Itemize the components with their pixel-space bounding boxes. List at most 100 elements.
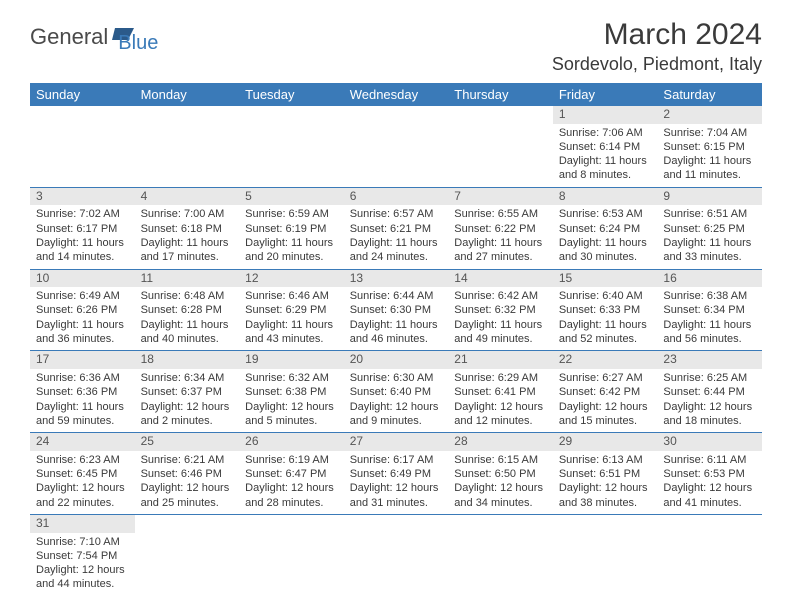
day-body: Sunrise: 6:30 AMSunset: 6:40 PMDaylight:… <box>344 369 449 432</box>
day-number: 15 <box>553 270 658 288</box>
day-number <box>344 106 449 108</box>
daylight-text: Daylight: 12 hours <box>350 400 443 414</box>
sunset-text: Sunset: 6:38 PM <box>245 385 338 399</box>
day-body: Sunrise: 6:57 AMSunset: 6:21 PMDaylight:… <box>344 205 449 268</box>
day-body: Sunrise: 6:48 AMSunset: 6:28 PMDaylight:… <box>135 287 240 350</box>
day-cell: 5Sunrise: 6:59 AMSunset: 6:19 PMDaylight… <box>239 188 344 269</box>
sunset-text: Sunset: 7:54 PM <box>36 549 129 563</box>
daylight-text: Daylight: 12 hours <box>663 400 756 414</box>
daylight-text-cont: and 36 minutes. <box>36 332 129 346</box>
sunset-text: Sunset: 6:50 PM <box>454 467 547 481</box>
sunset-text: Sunset: 6:51 PM <box>559 467 652 481</box>
daylight-text: Daylight: 11 hours <box>663 318 756 332</box>
day-cell: 14Sunrise: 6:42 AMSunset: 6:32 PMDayligh… <box>448 270 553 351</box>
daylight-text: Daylight: 11 hours <box>454 236 547 250</box>
day-cell: 21Sunrise: 6:29 AMSunset: 6:41 PMDayligh… <box>448 351 553 432</box>
day-number: 3 <box>30 188 135 206</box>
day-body: Sunrise: 7:00 AMSunset: 6:18 PMDaylight:… <box>135 205 240 268</box>
daylight-text-cont: and 59 minutes. <box>36 414 129 428</box>
sunset-text: Sunset: 6:17 PM <box>36 222 129 236</box>
daylight-text-cont: and 15 minutes. <box>559 414 652 428</box>
daylight-text-cont: and 33 minutes. <box>663 250 756 264</box>
day-cell <box>657 515 762 596</box>
day-body: Sunrise: 6:38 AMSunset: 6:34 PMDaylight:… <box>657 287 762 350</box>
day-cell: 17Sunrise: 6:36 AMSunset: 6:36 PMDayligh… <box>30 351 135 432</box>
sunrise-text: Sunrise: 6:25 AM <box>663 371 756 385</box>
calendar: SundayMondayTuesdayWednesdayThursdayFrid… <box>30 83 762 596</box>
sunrise-text: Sunrise: 6:29 AM <box>454 371 547 385</box>
daylight-text-cont: and 31 minutes. <box>350 496 443 510</box>
day-number: 9 <box>657 188 762 206</box>
daylight-text-cont: and 17 minutes. <box>141 250 234 264</box>
sunset-text: Sunset: 6:37 PM <box>141 385 234 399</box>
daylight-text-cont: and 40 minutes. <box>141 332 234 346</box>
day-number: 1 <box>553 106 658 124</box>
sunrise-text: Sunrise: 6:27 AM <box>559 371 652 385</box>
daylight-text-cont: and 28 minutes. <box>245 496 338 510</box>
daylight-text-cont: and 27 minutes. <box>454 250 547 264</box>
day-cell: 30Sunrise: 6:11 AMSunset: 6:53 PMDayligh… <box>657 433 762 514</box>
sunrise-text: Sunrise: 6:13 AM <box>559 453 652 467</box>
day-body: Sunrise: 6:59 AMSunset: 6:19 PMDaylight:… <box>239 205 344 268</box>
day-number: 12 <box>239 270 344 288</box>
sunset-text: Sunset: 6:40 PM <box>350 385 443 399</box>
sunrise-text: Sunrise: 6:51 AM <box>663 207 756 221</box>
sunrise-text: Sunrise: 6:53 AM <box>559 207 652 221</box>
day-number: 6 <box>344 188 449 206</box>
day-number: 8 <box>553 188 658 206</box>
daylight-text-cont: and 11 minutes. <box>663 168 756 182</box>
daylight-text: Daylight: 11 hours <box>559 154 652 168</box>
logo-text-part1: General <box>30 24 108 50</box>
day-number: 13 <box>344 270 449 288</box>
sunset-text: Sunset: 6:36 PM <box>36 385 129 399</box>
sunrise-text: Sunrise: 7:06 AM <box>559 126 652 140</box>
day-cell: 2Sunrise: 7:04 AMSunset: 6:15 PMDaylight… <box>657 106 762 187</box>
sunset-text: Sunset: 6:15 PM <box>663 140 756 154</box>
day-number: 5 <box>239 188 344 206</box>
day-cell <box>239 515 344 596</box>
sunrise-text: Sunrise: 6:38 AM <box>663 289 756 303</box>
sunset-text: Sunset: 6:25 PM <box>663 222 756 236</box>
daylight-text: Daylight: 11 hours <box>141 236 234 250</box>
day-cell: 23Sunrise: 6:25 AMSunset: 6:44 PMDayligh… <box>657 351 762 432</box>
sunrise-text: Sunrise: 6:49 AM <box>36 289 129 303</box>
day-number: 24 <box>30 433 135 451</box>
week-row: 31Sunrise: 7:10 AMSunset: 7:54 PMDayligh… <box>30 515 762 596</box>
day-cell: 9Sunrise: 6:51 AMSunset: 6:25 PMDaylight… <box>657 188 762 269</box>
week-row: 17Sunrise: 6:36 AMSunset: 6:36 PMDayligh… <box>30 351 762 433</box>
day-number: 28 <box>448 433 553 451</box>
sunrise-text: Sunrise: 7:10 AM <box>36 535 129 549</box>
logo: General Blue <box>30 18 158 55</box>
day-number: 23 <box>657 351 762 369</box>
sunset-text: Sunset: 6:45 PM <box>36 467 129 481</box>
day-body: Sunrise: 6:46 AMSunset: 6:29 PMDaylight:… <box>239 287 344 350</box>
sunset-text: Sunset: 6:28 PM <box>141 303 234 317</box>
day-body: Sunrise: 6:21 AMSunset: 6:46 PMDaylight:… <box>135 451 240 514</box>
day-number <box>239 106 344 108</box>
day-number: 27 <box>344 433 449 451</box>
day-body: Sunrise: 7:04 AMSunset: 6:15 PMDaylight:… <box>657 124 762 187</box>
daylight-text-cont: and 5 minutes. <box>245 414 338 428</box>
day-body: Sunrise: 6:40 AMSunset: 6:33 PMDaylight:… <box>553 287 658 350</box>
day-number <box>553 515 658 517</box>
daylight-text: Daylight: 12 hours <box>559 400 652 414</box>
day-header-thursday: Thursday <box>448 83 553 106</box>
day-number: 26 <box>239 433 344 451</box>
daylight-text: Daylight: 11 hours <box>350 318 443 332</box>
sunrise-text: Sunrise: 6:59 AM <box>245 207 338 221</box>
day-number: 16 <box>657 270 762 288</box>
sunrise-text: Sunrise: 6:48 AM <box>141 289 234 303</box>
sunrise-text: Sunrise: 6:32 AM <box>245 371 338 385</box>
daylight-text-cont: and 49 minutes. <box>454 332 547 346</box>
sunrise-text: Sunrise: 6:55 AM <box>454 207 547 221</box>
daylight-text-cont: and 34 minutes. <box>454 496 547 510</box>
day-number: 20 <box>344 351 449 369</box>
sunset-text: Sunset: 6:46 PM <box>141 467 234 481</box>
daylight-text-cont: and 24 minutes. <box>350 250 443 264</box>
sunset-text: Sunset: 6:26 PM <box>36 303 129 317</box>
day-body: Sunrise: 6:13 AMSunset: 6:51 PMDaylight:… <box>553 451 658 514</box>
day-cell: 6Sunrise: 6:57 AMSunset: 6:21 PMDaylight… <box>344 188 449 269</box>
daylight-text: Daylight: 11 hours <box>350 236 443 250</box>
day-cell: 11Sunrise: 6:48 AMSunset: 6:28 PMDayligh… <box>135 270 240 351</box>
day-number: 7 <box>448 188 553 206</box>
